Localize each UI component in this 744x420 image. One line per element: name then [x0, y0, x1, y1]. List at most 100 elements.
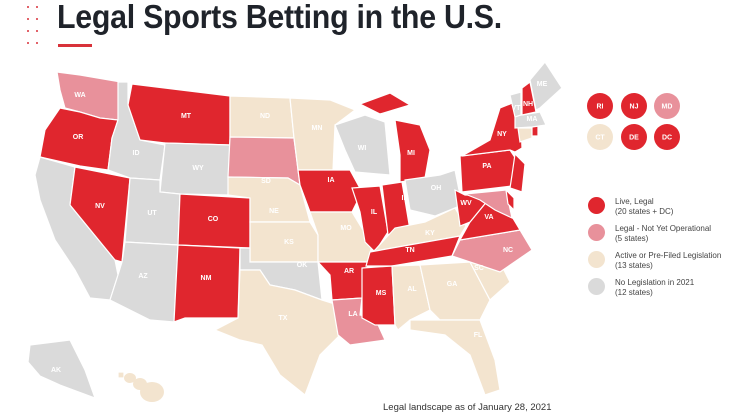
state-label: WI: [358, 145, 367, 152]
dot: [27, 18, 29, 20]
page-title: Legal Sports Betting in the U.S.: [57, 0, 502, 35]
state-tx: [213, 269, 346, 396]
state-label: WV: [460, 200, 472, 207]
legend-label: No Legislation in 2021: [615, 278, 695, 287]
state-label: CA: [43, 231, 53, 238]
legend-count: (20 states + DC): [615, 207, 674, 216]
state-tn: [365, 235, 461, 267]
state-nj: [509, 152, 526, 193]
legend-swatch: [588, 224, 605, 241]
dot: [27, 30, 29, 32]
decorative-dots: [27, 6, 43, 48]
state-label: NY: [497, 131, 507, 138]
state-nm: [173, 244, 241, 323]
legend-text: Live, Legal (20 states + DC): [615, 197, 673, 217]
state-label: AK: [51, 367, 61, 374]
state-ri: [531, 125, 539, 137]
state-label: VT: [512, 105, 522, 112]
dot: [36, 42, 38, 44]
state-label: IN: [402, 195, 409, 202]
state-label: MI: [407, 150, 415, 157]
state-de: [505, 188, 515, 212]
state-label: MS: [376, 290, 387, 297]
state-nv: [69, 166, 131, 263]
state-label: TX: [279, 315, 288, 322]
legend-label: Live, Legal: [615, 197, 654, 206]
legend-item-none: No Legislation in 2021 (12 states): [588, 278, 721, 298]
state-label: NV: [95, 203, 105, 210]
circle-label: DE: [629, 135, 639, 142]
legend-text: Legal - Not Yet Operational (5 states): [615, 224, 711, 244]
legend-label: Legal - Not Yet Operational: [615, 224, 712, 233]
state-label: NH: [523, 101, 533, 108]
state-label: OK: [297, 262, 308, 269]
circle-marker: [621, 124, 647, 150]
state-label: KS: [284, 239, 294, 246]
state-label: ID: [133, 150, 140, 157]
legend-item-active: Active or Pre-Filed Legislation (13 state…: [588, 251, 721, 271]
state-ct: [517, 127, 533, 143]
legend-count: (12 states): [615, 288, 653, 297]
state-hi: [117, 371, 125, 379]
dot: [27, 6, 29, 8]
state-ak: [27, 339, 96, 400]
state-vt: [509, 91, 522, 118]
small-state-circle-dc: DC: [654, 124, 680, 150]
circle-marker: [621, 93, 647, 119]
state-label: OR: [73, 134, 84, 141]
state-label: SD: [261, 178, 271, 185]
small-state-circle-de: DE: [621, 124, 647, 150]
state-label: GA: [447, 281, 458, 288]
state-fl: [409, 319, 501, 396]
state-label: MT: [181, 113, 192, 120]
state-label: AR: [344, 268, 354, 275]
small-state-circle-ri: RI: [587, 93, 613, 119]
state-label: UT: [147, 210, 157, 217]
legend-text: Active or Pre-Filed Legislation (13 state…: [615, 251, 721, 271]
circle-label: CT: [595, 135, 605, 142]
small-state-circle-ct: CT: [587, 124, 613, 150]
state-label: NM: [201, 275, 212, 282]
state-label: MA: [527, 116, 538, 123]
circle-label: DC: [662, 135, 672, 142]
state-mn: [289, 97, 357, 171]
state-hi-island: [140, 382, 164, 402]
state-label: AL: [407, 286, 417, 293]
legend-swatch: [588, 251, 605, 268]
title-underline: [58, 44, 92, 47]
footnote: Legal landscape as of January 28, 2021: [383, 402, 552, 413]
legend-swatch: [588, 278, 605, 295]
legend-swatch: [588, 197, 605, 214]
state-label: MO: [340, 225, 352, 232]
small-state-circle-md: MD: [654, 93, 680, 119]
state-wy: [159, 142, 231, 196]
state-me: [529, 60, 563, 111]
state-mi: [358, 92, 412, 115]
state-label: VA: [484, 214, 493, 221]
state-ma: [514, 111, 547, 129]
state-nh: [521, 80, 537, 116]
state-label: LA: [348, 311, 357, 318]
state-label: ME: [537, 81, 548, 88]
small-state-circle-nj: NJ: [621, 93, 647, 119]
circle-marker: [587, 93, 613, 119]
state-md: [464, 189, 513, 220]
legend-count: (13 states): [615, 261, 653, 270]
state-label: KY: [425, 230, 435, 237]
state-label: PA: [482, 163, 491, 170]
circle-label: NJ: [630, 104, 639, 111]
legend-count: (5 states): [615, 234, 649, 243]
circle-label: RI: [597, 104, 604, 111]
state-label: SC: [474, 265, 484, 272]
state-label: TN: [405, 247, 414, 254]
circle-marker: [654, 93, 680, 119]
state-label: NE: [269, 208, 279, 215]
legend-label: Active or Pre-Filed Legislation: [615, 251, 722, 260]
state-label: ND: [260, 113, 270, 120]
state-hi-island: [124, 373, 136, 383]
legend-text: No Legislation in 2021 (12 states): [615, 278, 694, 298]
state-label: WY: [192, 165, 204, 172]
legend-item-live: Live, Legal (20 states + DC): [588, 197, 721, 217]
circle-label: MD: [662, 104, 673, 111]
